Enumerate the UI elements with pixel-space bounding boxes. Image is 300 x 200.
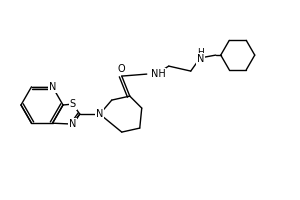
Text: S: S xyxy=(70,99,76,109)
Text: O: O xyxy=(118,64,126,74)
Text: N: N xyxy=(69,119,76,129)
Text: N: N xyxy=(197,54,204,64)
Text: H: H xyxy=(197,48,204,57)
Text: NH: NH xyxy=(151,69,166,79)
Text: N: N xyxy=(49,82,56,92)
Text: N: N xyxy=(96,109,103,119)
